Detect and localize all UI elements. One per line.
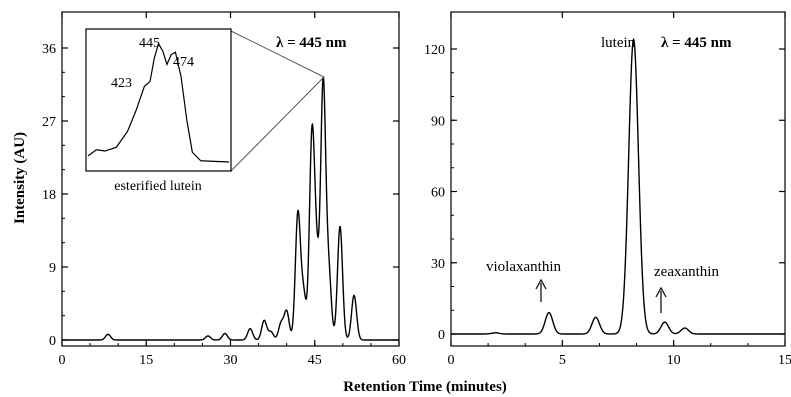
right-x-tick-label: 0 — [448, 353, 455, 368]
left-y-tick-label: 9 — [49, 261, 56, 276]
lutein-label: lutein — [601, 35, 636, 51]
right-x-tick-label: 10 — [667, 353, 681, 368]
left-chromatogram-panel: 0 15 30 45 60 0 9 18 27 36 λ = 445 nm Intensity … — [12, 11, 406, 368]
inset-peak-label-445: 445 — [139, 36, 160, 51]
left-x-tick-label: 15 — [139, 353, 153, 368]
right-chromatogram-trace — [451, 37, 785, 335]
violaxanthin-label: violaxanthin — [486, 259, 561, 275]
inset-frame — [85, 28, 232, 172]
x-axis-title: Retention Time (minutes) — [343, 379, 507, 395]
left-y-tick-label: 27 — [42, 115, 56, 130]
left-x-tick-label: 30 — [224, 353, 238, 368]
inset-spectrum-trace — [87, 42, 230, 163]
right-x-tick-label: 15 — [778, 353, 791, 368]
left-y-tick-label: 0 — [49, 334, 56, 349]
inset-spectrum: 423 445 474 esterified lutein — [85, 28, 325, 194]
left-y-tick-label: 18 — [42, 188, 56, 203]
right-chromatogram-panel: 0 5 10 15 0 30 60 90 120 λ = 445 nm lutein viol… — [424, 11, 791, 368]
left-chromatogram-trace — [62, 76, 399, 341]
left-y-axis-title: Intensity (AU) — [12, 132, 28, 224]
right-y-tick-label: 0 — [438, 328, 445, 343]
right-x-axis: 0 5 10 15 — [448, 12, 791, 368]
right-y-tick-label: 60 — [431, 186, 445, 201]
right-plot-frame — [450, 11, 786, 347]
left-y-tick-label: 36 — [42, 42, 56, 57]
left-x-tick-label: 60 — [392, 353, 406, 368]
inset-peak-label-474: 474 — [173, 55, 194, 70]
inset-caption: esterified lutein — [114, 179, 201, 194]
left-wavelength-annotation: λ = 445 nm — [276, 35, 347, 51]
left-y-axis: 0 9 18 27 36 — [42, 42, 399, 349]
right-y-tick-label: 90 — [431, 114, 445, 129]
zeaxanthin-arrow — [655, 286, 667, 313]
inset-zoom-callout — [230, 30, 325, 173]
left-x-tick-label: 45 — [308, 353, 322, 368]
left-x-axis: 0 15 30 45 60 — [59, 12, 406, 368]
right-y-tick-label: 30 — [431, 257, 445, 272]
violaxanthin-arrow — [535, 278, 547, 302]
right-y-axis: 0 30 60 90 120 — [424, 43, 785, 343]
zeaxanthin-label: zeaxanthin — [654, 264, 719, 280]
inset-peak-label-423: 423 — [111, 76, 132, 91]
right-y-tick-label: 120 — [424, 43, 445, 58]
right-wavelength-annotation: λ = 445 nm — [661, 35, 732, 51]
right-x-tick-label: 5 — [559, 353, 566, 368]
left-x-tick-label: 0 — [59, 353, 66, 368]
